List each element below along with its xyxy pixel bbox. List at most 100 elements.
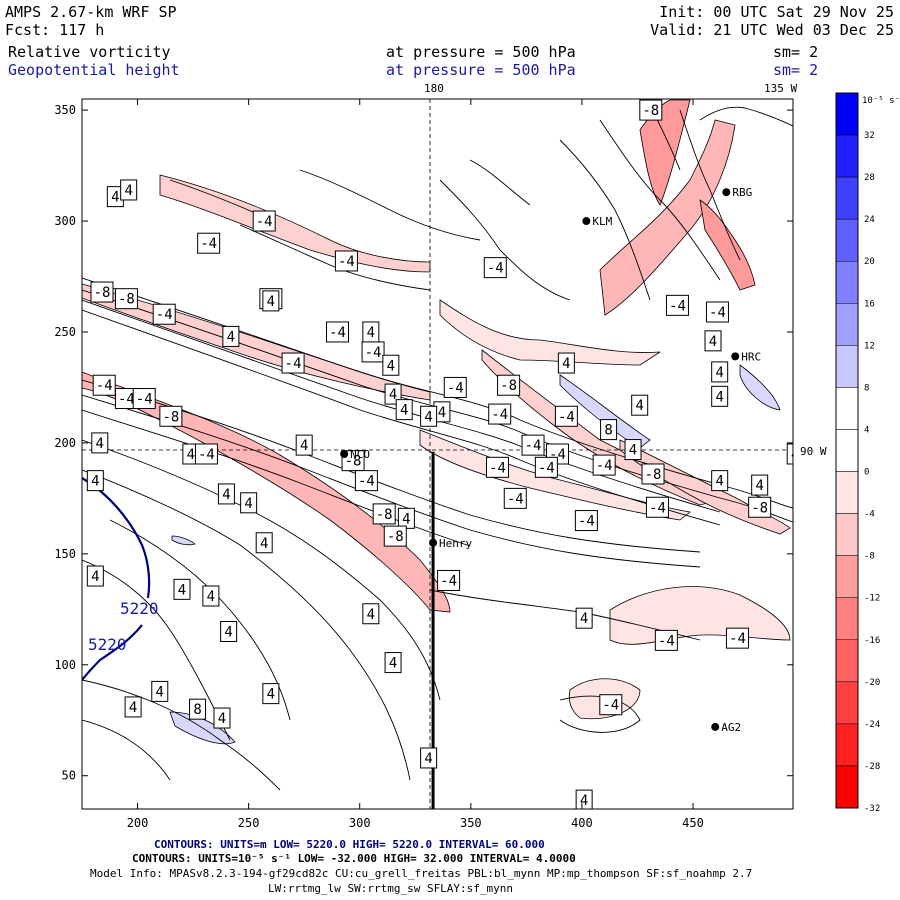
contour-label: -4 — [599, 694, 623, 716]
colorbar-tick-label: 8 — [864, 383, 869, 393]
field2-smoothing: sm= 2 — [773, 61, 819, 79]
svg-text:4: 4 — [91, 474, 99, 490]
svg-text:-8: -8 — [645, 467, 662, 483]
svg-text:4: 4 — [400, 403, 408, 419]
contour-label: 4 — [704, 330, 722, 352]
svg-text:4: 4 — [222, 487, 230, 503]
contour-label: 4 — [120, 179, 138, 201]
init-time: Init: 00 UTC Sat 29 Nov 25 — [659, 3, 894, 21]
svg-text:NCO: NCO — [350, 448, 370, 461]
valid-time: Valid: 21 UTC Wed 03 Dec 25 — [650, 21, 894, 39]
svg-text:4: 4 — [224, 625, 232, 641]
contour-label: 4 — [711, 361, 729, 383]
contour-label: 4 — [420, 405, 438, 427]
colorbar-tick-label: -28 — [864, 762, 880, 772]
x-tick-label: 200 — [127, 816, 149, 830]
colorbar-tick-label: -32 — [864, 804, 880, 814]
svg-text:4: 4 — [227, 329, 235, 345]
contour-label: 4 — [751, 474, 769, 496]
forecast-hour: Fcst: 117 h — [5, 21, 105, 39]
svg-text:-4: -4 — [602, 698, 619, 714]
height-label-a: 5220 — [120, 599, 159, 618]
svg-text:4: 4 — [207, 589, 215, 605]
svg-text:4: 4 — [402, 511, 410, 527]
contour-label: 4 — [262, 683, 280, 705]
colorbar-segment — [835, 387, 859, 430]
colorbar-segment — [835, 555, 859, 598]
station-marker: Henry — [429, 537, 473, 550]
contour-label: 4 — [420, 747, 438, 769]
contour-label: 4 — [182, 443, 200, 465]
x-tick-label: 450 — [682, 816, 704, 830]
svg-text:-8: -8 — [345, 454, 362, 470]
contour-label: -4 — [92, 374, 116, 396]
svg-text:-4: -4 — [538, 460, 555, 476]
svg-text:4: 4 — [91, 569, 99, 585]
svg-text:4: 4 — [635, 398, 643, 414]
y-tick-label: 300 — [54, 214, 76, 228]
svg-text:HRC: HRC — [741, 350, 761, 363]
contour-label: 4 — [711, 385, 729, 407]
field1-level: at pressure = 500 hPa — [386, 43, 576, 61]
svg-text:-4: -4 — [136, 392, 153, 408]
svg-text:4: 4 — [709, 334, 717, 350]
contour-label: -4 — [645, 496, 669, 518]
contour-label: 4 — [106, 186, 124, 208]
svg-text:-4: -4 — [649, 500, 666, 516]
station-marker: HRC — [731, 350, 761, 363]
svg-text:4: 4 — [187, 447, 195, 463]
svg-text:-4: -4 — [285, 356, 302, 372]
colorbar-tick-label: -4 — [864, 510, 875, 520]
contour-label: -4 — [252, 210, 276, 232]
contour-label: -8 — [641, 463, 665, 485]
svg-text:-4: -4 — [198, 447, 215, 463]
contour-label: 4 — [395, 399, 413, 421]
colorbar-segment — [835, 260, 859, 304]
svg-text:4: 4 — [218, 711, 226, 727]
colorbar-tick-label: -24 — [864, 720, 880, 730]
svg-text:-8: -8 — [94, 285, 111, 301]
footer-model-info-2: LW:rrtmg_lw SW:rrtmg_sw SFLAY:sf_mynn — [268, 882, 514, 895]
y-tick-label: 50 — [62, 769, 76, 783]
svg-text:4: 4 — [629, 443, 637, 459]
svg-text:4: 4 — [387, 358, 395, 374]
contour-label: -8 — [90, 281, 114, 303]
svg-text:-4: -4 — [256, 214, 273, 230]
model-title: AMPS 2.67-km WRF SP — [5, 3, 177, 21]
contour-label: 8 — [189, 698, 207, 720]
colorbar-tick-label: 4 — [864, 425, 869, 435]
svg-text:-4: -4 — [156, 307, 173, 323]
colorbar-segment — [835, 471, 859, 514]
contour-label: -4 — [503, 487, 527, 509]
contour-label: 4 — [222, 325, 240, 347]
station-marker: RBG — [722, 186, 752, 199]
contour-label: -4 — [485, 456, 509, 478]
svg-text:-4: -4 — [358, 474, 375, 490]
colorbar-segment — [835, 639, 859, 683]
contour-label: -4 — [483, 257, 507, 279]
contour-label: 4 — [786, 443, 793, 465]
contour-label: 4 — [631, 394, 649, 416]
contour-label: -4 — [665, 294, 689, 316]
contour-label: -4 — [326, 321, 350, 343]
svg-text:-4: -4 — [96, 378, 113, 394]
contour-label: 4 — [362, 603, 380, 625]
colorbar-segment — [835, 92, 859, 136]
contour-label: 4 — [217, 483, 235, 505]
contour-label: 4 — [575, 607, 593, 629]
footer-vorticity-contours: CONTOURS: UNITS=10⁻⁵ s⁻¹ LOW= -32.000 HI… — [132, 852, 576, 865]
svg-text:4: 4 — [715, 474, 723, 490]
x-tick-label: 350 — [460, 816, 482, 830]
contour-label: -4 — [705, 301, 729, 323]
colorbar-segment — [835, 429, 859, 472]
contour-label: -4 — [534, 456, 558, 478]
colorbar-segment — [835, 345, 859, 388]
svg-text:-4: -4 — [491, 407, 508, 423]
colorbar-tick-label: -8 — [864, 552, 875, 562]
contour-label: 4 — [255, 532, 273, 554]
svg-text:-4: -4 — [658, 633, 675, 649]
svg-text:4: 4 — [715, 389, 723, 405]
svg-text:4: 4 — [124, 183, 132, 199]
svg-text:-8: -8 — [162, 409, 179, 425]
colorbar-segment — [835, 681, 859, 725]
